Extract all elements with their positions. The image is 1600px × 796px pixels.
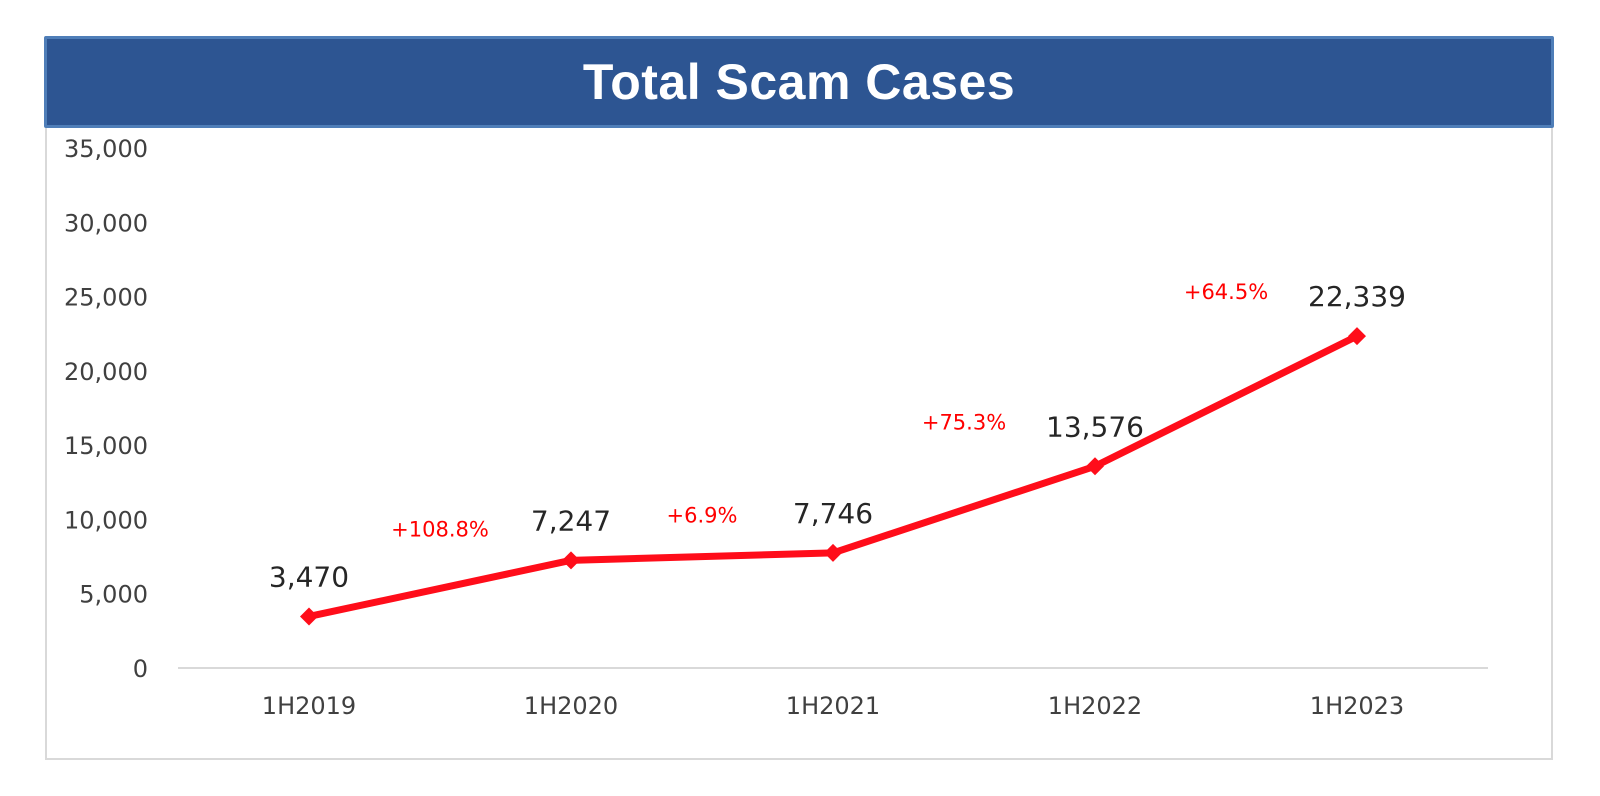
x-tick-label: 1H2020 <box>524 692 618 720</box>
series-line <box>305 332 1361 620</box>
data-value-label: 3,470 <box>269 560 349 593</box>
growth-rate-label: +108.8% <box>391 517 489 541</box>
data-point-marker <box>824 543 842 562</box>
growth-rate-label: +64.5% <box>1184 280 1268 304</box>
data-point-marker <box>1086 457 1104 476</box>
x-tick-label: 1H2023 <box>1310 692 1404 720</box>
data-value-label: 7,247 <box>531 504 611 537</box>
y-tick-label: 20,000 <box>64 358 148 386</box>
growth-rate-label: +6.9% <box>667 504 738 528</box>
data-value-label: 22,339 <box>1308 280 1406 313</box>
chart-title: Total Scam Cases <box>582 54 1016 110</box>
y-tick-label: 0 <box>133 655 148 683</box>
data-point-marker <box>300 607 318 626</box>
y-tick-label: 15,000 <box>64 432 148 460</box>
chart-title-banner: Total Scam Cases <box>44 36 1554 128</box>
y-tick-label: 10,000 <box>64 506 148 534</box>
data-value-label: 13,576 <box>1046 410 1144 443</box>
x-tick-label: 1H2021 <box>786 692 880 720</box>
data-value-label: 7,746 <box>793 497 873 530</box>
growth-rate-label: +75.3% <box>922 411 1006 435</box>
chart-frame <box>45 36 1553 760</box>
y-tick-label: 30,000 <box>64 209 148 237</box>
y-tick-label: 35,000 <box>64 135 148 163</box>
x-tick-label: 1H2022 <box>1048 692 1142 720</box>
y-tick-label: 5,000 <box>79 581 148 609</box>
data-point-marker <box>562 551 580 570</box>
data-point-marker <box>1348 327 1366 346</box>
x-tick-label: 1H2019 <box>262 692 356 720</box>
y-tick-label: 25,000 <box>64 284 148 312</box>
